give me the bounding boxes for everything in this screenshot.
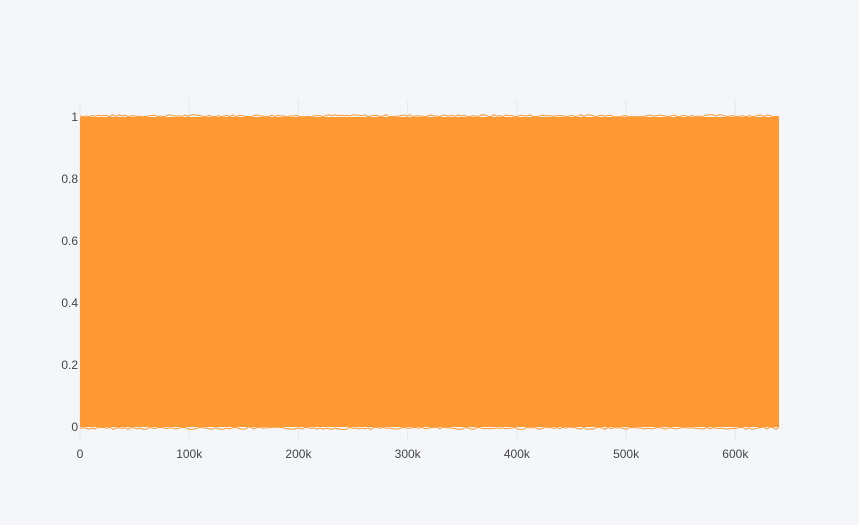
x-tick-label: 500k	[613, 447, 640, 461]
y-tick-label: 0.6	[61, 234, 78, 248]
x-axis: 0 100k 200k 300k 400k 500k 600k	[77, 447, 750, 461]
series-layer	[79, 114, 780, 431]
x-tick-label: 200k	[285, 447, 312, 461]
x-tick-label: 0	[77, 447, 84, 461]
y-tick-label: 0.8	[61, 172, 78, 186]
y-tick-label: 1	[71, 110, 78, 124]
y-tick-label: 0.4	[61, 296, 78, 310]
series-band	[80, 117, 779, 427]
x-tick-label: 300k	[395, 447, 422, 461]
y-axis: 0 0.2 0.4 0.6 0.8 1	[61, 110, 78, 434]
series-top-edge	[79, 114, 780, 118]
x-tick-label: 600k	[722, 447, 749, 461]
x-tick-label: 100k	[176, 447, 203, 461]
y-tick-label: 0	[71, 420, 78, 434]
series-bottom-edge	[79, 426, 780, 431]
y-tick-label: 0.2	[61, 358, 78, 372]
x-tick-label: 400k	[504, 447, 531, 461]
